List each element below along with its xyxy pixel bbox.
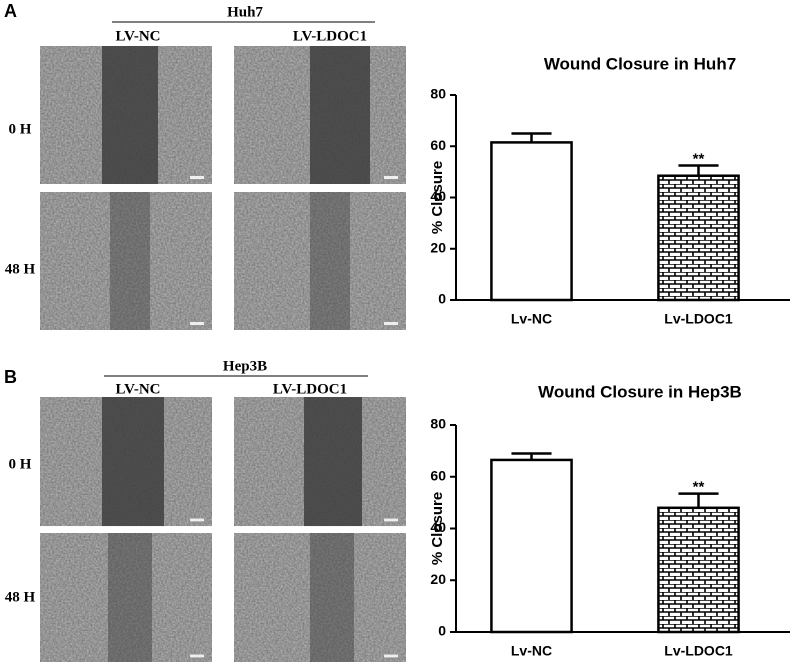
micrograph [40, 192, 212, 330]
y-tick-label: 0 [438, 291, 446, 307]
y-tick-label: 80 [430, 416, 446, 432]
y-tick-label: 40 [430, 188, 446, 204]
x-tick-label: Lv-LDOC1 [664, 311, 733, 327]
micrograph [40, 397, 212, 527]
micrograph [234, 533, 406, 662]
y-tick-label: 20 [430, 571, 446, 587]
y-tick-label: 20 [430, 239, 446, 255]
micrograph [234, 46, 406, 184]
column-label: LV-NC [115, 381, 160, 397]
micrograph [40, 533, 212, 662]
row-label: 48 H [5, 589, 36, 605]
x-tick-label: Lv-NC [511, 311, 552, 327]
y-tick-label: 40 [430, 519, 446, 535]
x-tick-label: Lv-LDOC1 [664, 643, 733, 659]
micrograph [40, 46, 212, 184]
significance: ** [693, 150, 705, 167]
row-label: 48 H [5, 261, 36, 277]
panel-letter: B [4, 367, 17, 387]
column-label: LV-LDOC1 [273, 381, 347, 397]
y-tick-label: 60 [430, 137, 446, 153]
column-label: LV-LDOC1 [293, 28, 367, 44]
significance: ** [693, 479, 705, 496]
column-label: LV-NC [115, 28, 160, 44]
bar [490, 458, 573, 634]
y-tick-label: 60 [430, 467, 446, 483]
y-axis-label: % Closure [429, 161, 446, 234]
row-label: 0 H [9, 121, 32, 137]
micrograph [234, 397, 406, 527]
y-axis-label: % Closure [429, 492, 446, 565]
bar [490, 141, 573, 302]
x-tick-label: Lv-NC [511, 643, 552, 659]
chart-title: Wound Closure in Huh7 [544, 54, 736, 73]
y-tick-label: 80 [430, 86, 446, 102]
micrograph [234, 192, 406, 330]
bar [657, 506, 740, 634]
chart-title: Wound Closure in Hep3B [538, 382, 742, 401]
y-tick-label: 0 [438, 623, 446, 639]
panel-letter: A [4, 1, 17, 21]
cell-line: Huh7 [227, 4, 263, 20]
bar [657, 174, 740, 302]
row-label: 0 H [9, 456, 32, 472]
cell-line: Hep3B [223, 358, 267, 374]
